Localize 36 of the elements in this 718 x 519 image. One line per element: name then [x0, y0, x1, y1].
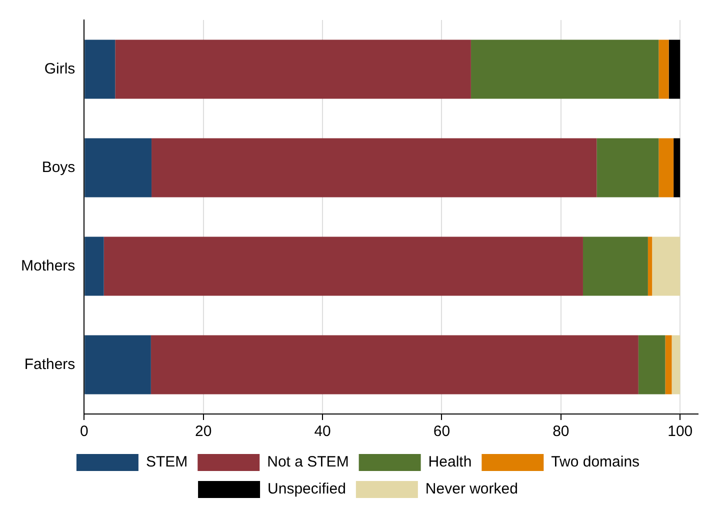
x-tick-label: 80 [552, 423, 570, 440]
bar [84, 236, 104, 296]
bar [668, 40, 680, 99]
legend-label: Health [428, 454, 472, 471]
bar [665, 335, 672, 394]
legend-label: Unspecified [268, 480, 346, 498]
bar [115, 40, 471, 99]
bar [674, 138, 680, 198]
legend-label: Two domains [551, 454, 640, 471]
bar [582, 236, 648, 296]
bar [596, 138, 659, 198]
x-tick-label: 0 [80, 423, 88, 440]
bar [638, 335, 666, 394]
x-tick-label: 100 [668, 423, 693, 440]
bar [150, 335, 638, 394]
legend-label: STEM [146, 454, 188, 471]
y-tick-label: Girls [44, 60, 76, 78]
y-tick-label: Mothers [20, 257, 76, 274]
legend-label: Never worked [425, 480, 518, 498]
x-tick-label: 60 [433, 423, 450, 440]
legend-label: Not a STEM [267, 454, 349, 471]
y-tick-label: Boys [42, 158, 76, 176]
bar [84, 138, 152, 198]
x-tick-label: 20 [195, 423, 212, 440]
bar [470, 40, 659, 99]
bar [672, 335, 680, 394]
y-tick-label: Fathers [24, 356, 76, 373]
bar [652, 236, 680, 296]
x-tick-label: 40 [314, 423, 331, 440]
bar [658, 138, 674, 198]
bar [648, 236, 652, 296]
bar [104, 236, 583, 296]
bar [84, 40, 116, 99]
bar [152, 138, 597, 198]
bar [658, 40, 669, 99]
bar [84, 335, 151, 394]
